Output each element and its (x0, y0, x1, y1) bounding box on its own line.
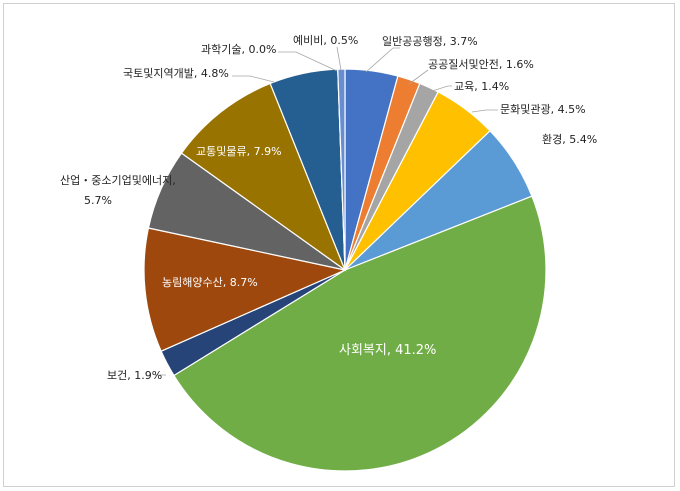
data-label-reserve: 예비비, 0.5% (293, 34, 358, 47)
data-label-land-dev: 국토및지역개발, 4.8% (123, 67, 229, 80)
leader-line (408, 69, 429, 85)
pie-slice-9 (180, 82, 347, 272)
data-labels: 일반공공행정, 3.7% 공공질서및안전, 1.6% 교육, 1.4% 문화및관… (60, 34, 597, 382)
data-label-social-welfare: 사회복지, 41.2% (339, 343, 436, 358)
leader-line (471, 109, 498, 113)
data-label-public-order: 공공질서및안전, 1.6% (428, 58, 534, 71)
pie-slice-7 (143, 227, 347, 352)
data-label-agriculture: 농림해양수산, 8.7% (162, 275, 258, 289)
data-label-science: 과학기술, 0.0% (201, 43, 276, 56)
data-label-general-admin: 일반공공행정, 3.7% (382, 34, 478, 48)
leader-line (232, 75, 275, 83)
data-label-industry-value: 5.7% (84, 194, 112, 207)
leader-line (336, 46, 342, 71)
data-label-education: 교육, 1.4% (454, 80, 509, 93)
data-label-environment: 환경, 5.4% (542, 133, 597, 146)
leader-line (278, 51, 338, 72)
pie-slices (143, 68, 547, 472)
data-label-transport: 교통및물류, 7.9% (196, 145, 282, 158)
leader-line (365, 47, 400, 73)
leader-line (428, 85, 452, 93)
data-label-health: 보건, 1.9% (107, 369, 162, 382)
pie-slice-5 (173, 195, 547, 472)
data-label-industry: 산업・중소기업및에너지, (60, 174, 176, 187)
pie-slice-12 (337, 68, 346, 271)
data-label-culture: 문화및관광, 4.5% (500, 103, 586, 116)
leader-lines (155, 46, 498, 376)
